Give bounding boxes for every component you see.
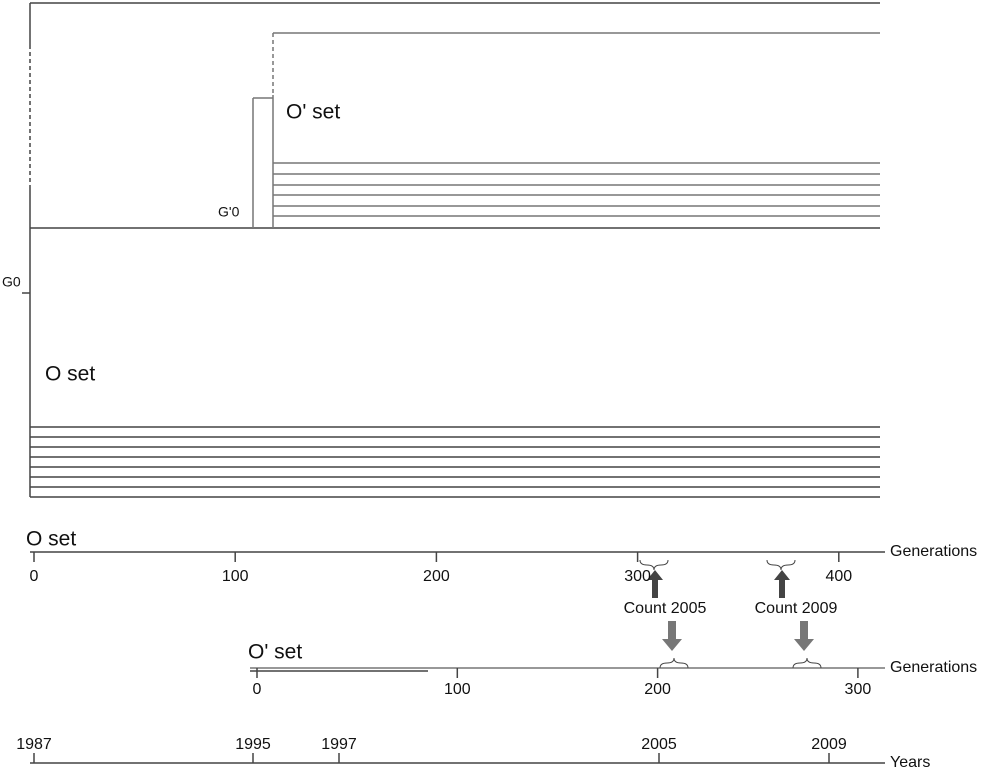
tick-label: 2005 [641, 736, 677, 753]
sub-root-label: G'0 [218, 204, 240, 220]
group-label: O set [45, 363, 95, 386]
axis-title: O' set [248, 641, 302, 664]
tick-label: 0 [253, 681, 262, 698]
count-label: Count 2005 [624, 600, 707, 617]
tick-label: 1987 [16, 736, 52, 753]
tick-label: 1995 [235, 736, 271, 753]
axis-unit: Years [890, 754, 930, 770]
arrow [662, 621, 814, 651]
axis-unit: Generations [890, 659, 977, 676]
tick-label: 100 [444, 681, 471, 698]
tick-label: 300 [845, 681, 872, 698]
count-label: Count 2009 [755, 600, 838, 617]
brace [659, 657, 822, 669]
tick-label: 200 [644, 681, 671, 698]
timelines: O set Generations O' set Generations Yea… [26, 528, 977, 772]
tick-label: 300 [624, 568, 651, 585]
tick-label: 100 [222, 568, 249, 585]
tick-label: 200 [423, 568, 450, 585]
root-label: G0 [2, 274, 21, 290]
tree: G0 G'0 O' set O set [2, 2, 880, 498]
group-label: O' set [286, 101, 340, 124]
tick-label: 0 [30, 568, 39, 585]
brace [639, 559, 796, 571]
axis-unit: Generations [890, 543, 977, 560]
axis-title: O set [26, 528, 76, 551]
tick-label: 2009 [811, 736, 847, 753]
tick-label: 400 [825, 568, 852, 585]
arrow [647, 570, 790, 598]
tick-label: 1997 [321, 736, 357, 753]
